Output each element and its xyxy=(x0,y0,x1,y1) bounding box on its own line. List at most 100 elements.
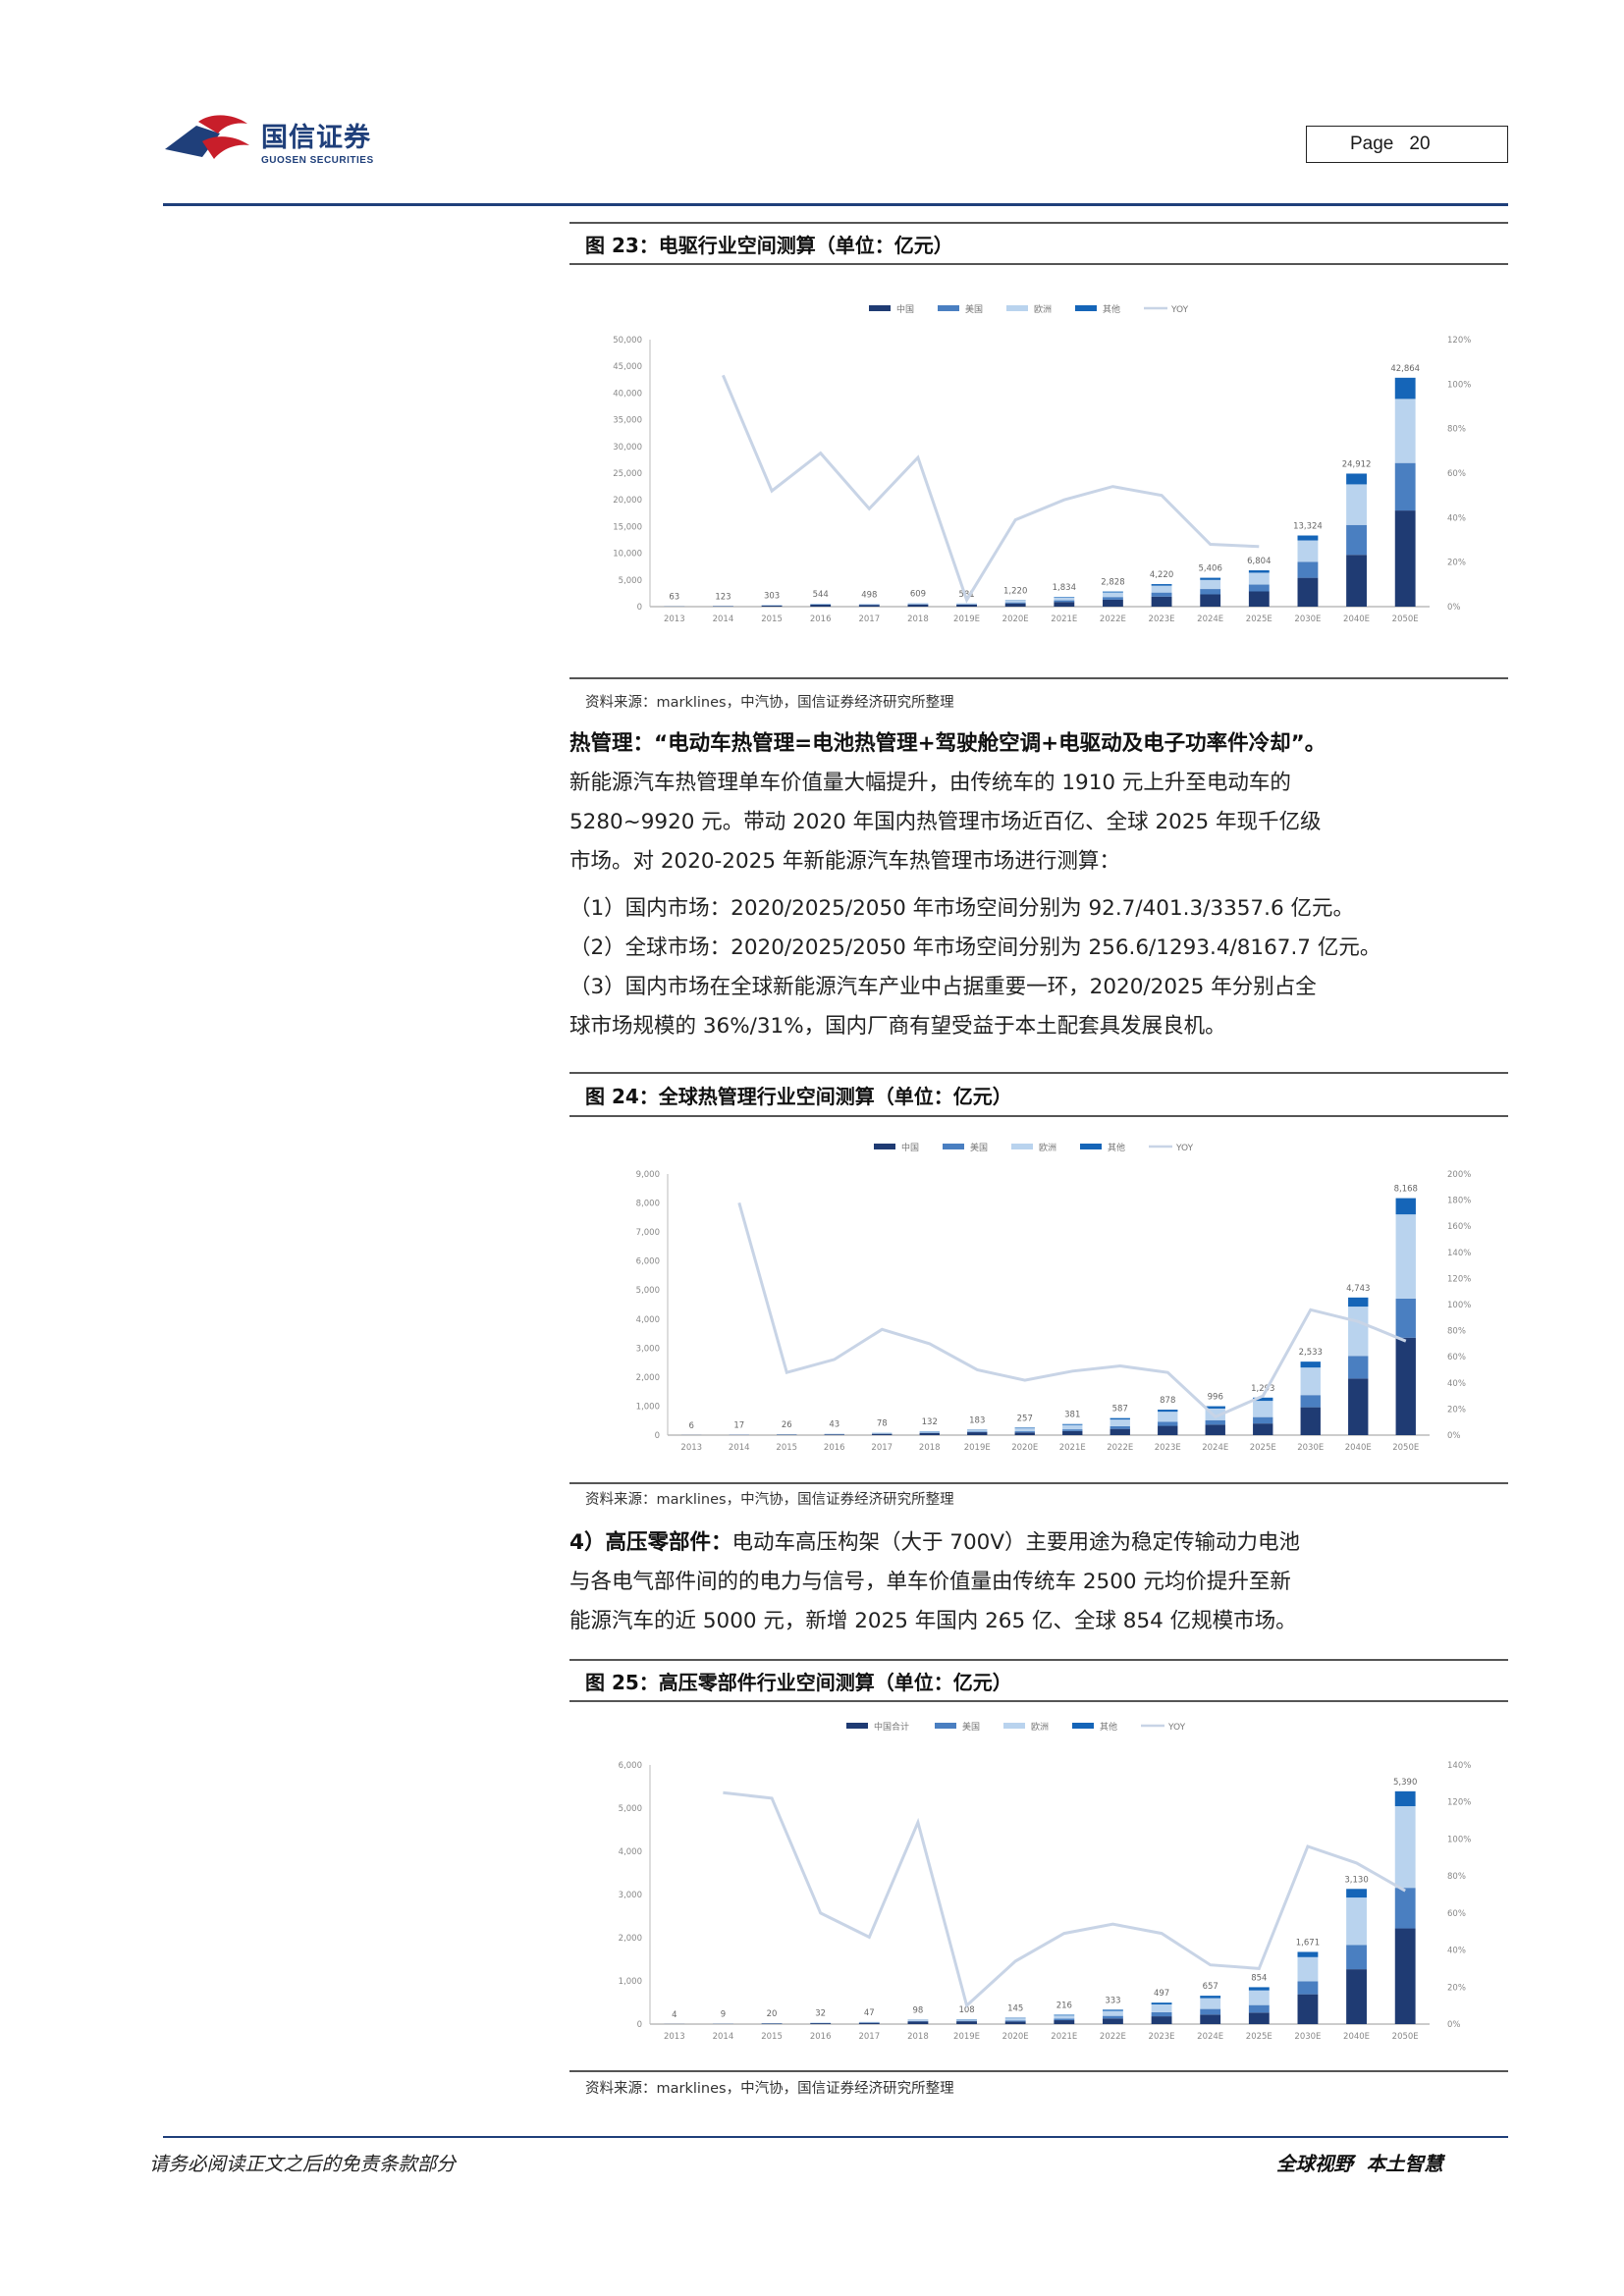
x-tick-label: 2030E xyxy=(1294,2032,1321,2042)
bar-segment xyxy=(1348,1378,1369,1435)
bar-segment xyxy=(1394,1790,1416,1807)
x-tick-label: 2015 xyxy=(776,1443,797,1453)
x-tick-label: 2013 xyxy=(680,1443,702,1453)
bar-segment xyxy=(1300,1407,1321,1435)
x-tick-label: 2022E xyxy=(1107,1443,1133,1453)
bar-total-label: 257 xyxy=(1017,1414,1033,1423)
y2-tick-label: 20% xyxy=(1447,1405,1466,1415)
bar-segment xyxy=(761,605,783,607)
bar-segment xyxy=(1103,592,1123,598)
bar-segment xyxy=(1297,577,1319,607)
bar-segment xyxy=(1054,2018,1075,2021)
bar-total-label: 4 xyxy=(672,2010,677,2020)
yoy-line xyxy=(737,1201,1407,1419)
legend-label: 美国 xyxy=(962,1721,980,1733)
bar-segment xyxy=(1054,2015,1075,2019)
x-tick-label: 2021E xyxy=(1051,614,1077,624)
bar-total-label: 497 xyxy=(1154,1989,1169,1999)
y-tick-label: 5,000 xyxy=(636,1286,660,1296)
y-tick-label: 20,000 xyxy=(613,496,642,506)
bar-segment xyxy=(1110,1417,1130,1420)
bar-total-label: 1,671 xyxy=(1296,1938,1320,1948)
y-tick-label: 1,000 xyxy=(636,1402,660,1412)
bar-segment xyxy=(1300,1367,1321,1396)
bar-segment xyxy=(1151,2002,1172,2004)
bar-segment xyxy=(1248,1987,1270,1991)
y2-tick-label: 140% xyxy=(1447,1249,1471,1258)
y-tick-label: 3,000 xyxy=(619,1891,642,1900)
y-tick-label: 8,000 xyxy=(636,1200,660,1209)
bar-segment xyxy=(1004,2020,1026,2022)
bar-total-label: 17 xyxy=(733,1420,744,1430)
legend-label: YOY xyxy=(1170,305,1189,315)
fig24-chart: 中国 美国 欧洲 其他 YOY 0 1,000 2,000 3,000 4,000 5,000 6,0… xyxy=(636,1142,1472,1453)
bar-total-label: 544 xyxy=(813,590,829,600)
y2-tick-label: 40% xyxy=(1447,513,1466,523)
legend-label: 欧洲 xyxy=(1031,1721,1049,1733)
heat-lead: 热管理：“电动车热管理=电池热管理+驾驶舱空调+电驱动及电子功率件冷却”。 xyxy=(569,731,1326,756)
legend-label: 其他 xyxy=(1103,303,1120,315)
x-tick-label: 2017 xyxy=(858,2032,880,2042)
bar-total-label: 108 xyxy=(958,2005,974,2015)
x-tick-label: 2016 xyxy=(810,2032,832,2042)
bar-segment xyxy=(810,604,832,605)
bar-segment xyxy=(907,2021,929,2024)
legend-label: 欧洲 xyxy=(1039,1142,1056,1153)
bar-segment xyxy=(1205,1424,1225,1435)
x-tick-label: 2015 xyxy=(761,614,783,624)
bar-segment xyxy=(1103,591,1123,593)
x-tick-label: 2022E xyxy=(1100,614,1126,624)
x-tick-label: 2016 xyxy=(824,1443,845,1453)
footer-rule xyxy=(163,2136,1508,2138)
bar-total-label: 5,406 xyxy=(1199,564,1222,574)
y2-tick-label: 0% xyxy=(1447,1431,1461,1441)
bar-segment xyxy=(1158,1421,1178,1426)
bar-segment xyxy=(1346,1945,1367,1970)
bar-segment xyxy=(956,2021,977,2024)
legend-swatch xyxy=(1003,1723,1025,1729)
y-tick-label: 0 xyxy=(637,603,642,613)
bar-total-label: 657 xyxy=(1203,1982,1218,1992)
y2-tick-label: 40% xyxy=(1447,1379,1466,1389)
bar-segment xyxy=(1346,473,1367,485)
fig25-bottom-rule xyxy=(569,2070,1508,2072)
bar-segment xyxy=(1054,597,1075,598)
y-tick-label: 6,000 xyxy=(619,1761,642,1771)
x-tick-label: 2014 xyxy=(713,614,734,624)
bar-segment xyxy=(1248,2004,1270,2013)
yoy-line xyxy=(722,374,1260,604)
page-number: 20 xyxy=(1409,133,1431,154)
x-tick-label: 2050E xyxy=(1392,2032,1419,2042)
y2-tick-label: 200% xyxy=(1447,1170,1471,1180)
heat-item-2: （2）全球市场：2020/2025/2050 年市场空间分别为 256.6/12… xyxy=(569,935,1381,960)
bar-segment xyxy=(1200,1996,1221,1999)
bar-segment xyxy=(1205,1419,1225,1425)
y-tick-label: 0 xyxy=(637,2020,642,2030)
bar-total-label: 303 xyxy=(764,591,780,601)
legend-swatch xyxy=(1075,305,1097,311)
bar-segment xyxy=(1248,569,1270,573)
bar-segment xyxy=(1103,2010,1123,2016)
bar-segment xyxy=(1158,1425,1178,1435)
bar-segment xyxy=(1205,1408,1225,1420)
bar-segment xyxy=(1103,2009,1123,2011)
footer-disclaimer: 请务必阅读正文之后的免责条款部分 xyxy=(149,2153,457,2175)
legend-swatch xyxy=(1072,1723,1094,1729)
heat-management-paragraph: 热管理：“电动车热管理=电池热管理+驾驶舱空调+电驱动及电子功率件冷却”。 新能… xyxy=(569,724,1508,1046)
x-tick-label: 2023E xyxy=(1149,614,1175,624)
fig25-top-rule xyxy=(569,1659,1508,1661)
bar-segment xyxy=(1054,2014,1075,2016)
y2-tick-label: 160% xyxy=(1447,1222,1471,1232)
bar-segment xyxy=(1248,591,1270,607)
heat-line-1: 新能源汽车热管理单车价值量大幅提升，由传统车的 1910 元上升至电动车的 xyxy=(569,771,1291,795)
bar-segment xyxy=(1297,561,1319,578)
yoy-line xyxy=(723,1790,1406,2008)
legend-swatch xyxy=(1080,1144,1102,1149)
bar-segment xyxy=(1395,1198,1416,1215)
bar-segment xyxy=(907,2020,929,2021)
x-tick-label: 2040E xyxy=(1345,1443,1372,1453)
bar-segment xyxy=(858,604,880,605)
bar-total-label: 47 xyxy=(864,2008,875,2018)
y-tick-label: 10,000 xyxy=(613,550,642,560)
y2-tick-label: 120% xyxy=(1447,1274,1471,1284)
